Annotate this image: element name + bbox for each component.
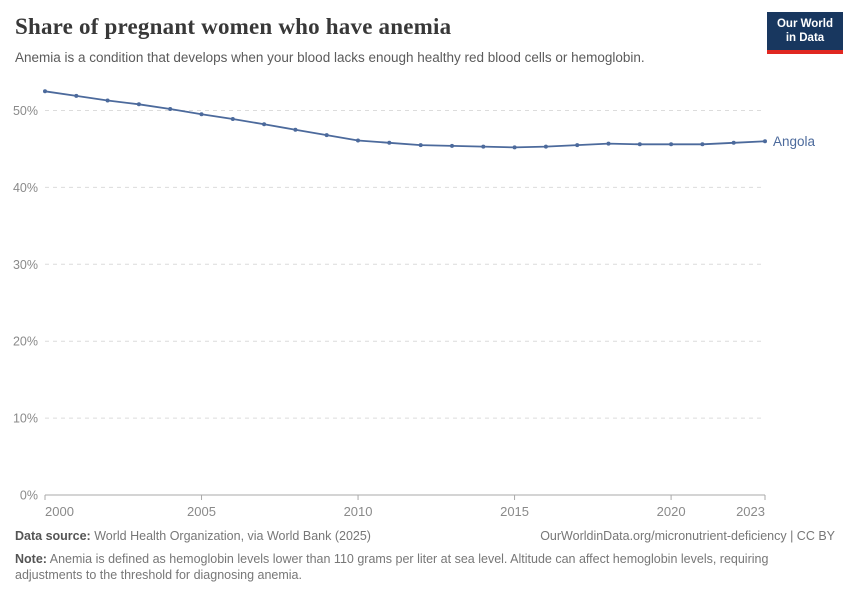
datasource-text: World Health Organization, via World Ban… — [90, 529, 371, 543]
data-point — [74, 93, 79, 98]
datasource-row: Data source: World Health Organization, … — [15, 528, 835, 545]
data-point — [43, 89, 47, 94]
y-tick-label: 20% — [13, 335, 38, 349]
data-point — [543, 144, 548, 149]
data-point — [262, 122, 267, 127]
data-point — [356, 138, 360, 143]
x-tick-label: 2000 — [45, 504, 74, 519]
chart-canvas[interactable]: 0% 10% 20% 30% 40% 50% 2000 2005 2010 2015 2020 202… — [0, 75, 850, 525]
data-point — [418, 143, 423, 148]
data-point — [324, 133, 329, 138]
data-point — [481, 144, 486, 149]
owid-logo-line1: Our World — [776, 18, 833, 30]
data-point — [136, 102, 141, 107]
owid-logo[interactable]: Our World in Data — [767, 12, 843, 54]
datasource: Data source: World Health Organization, … — [15, 528, 371, 545]
y-tick-label: 30% — [13, 258, 38, 272]
chart-subtitle: Anemia is a condition that develops when… — [15, 49, 645, 65]
chart-header: Share of pregnant women who have anemia … — [15, 13, 755, 66]
data-point — [606, 141, 611, 146]
data-point — [199, 112, 204, 117]
y-tick-label: 50% — [13, 104, 38, 118]
note-row: Note: Anemia is defined as hemoglobin le… — [15, 551, 835, 584]
data-point — [700, 142, 705, 147]
chart-footer: Data source: World Health Organization, … — [15, 528, 835, 584]
owid-logo-line2: in Data — [785, 32, 825, 45]
owid-link[interactable]: OurWorldinData.org/micronutrient-deficie… — [540, 529, 835, 543]
x-tick-label: 2020 — [657, 504, 686, 519]
data-point — [387, 140, 392, 145]
data-point — [575, 143, 580, 148]
page-title: Share of pregnant women who have anemia — [15, 14, 452, 39]
x-tick-label: 2023 — [736, 504, 765, 519]
y-tick-label: 40% — [13, 181, 38, 195]
datasource-label: Data source: — [15, 529, 91, 543]
line-chart-svg[interactable]: 0% 10% 20% 30% 40% 50% 2000 2005 2010 2015 2020 202… — [0, 75, 850, 525]
entity-label-angola[interactable]: Angola — [773, 134, 816, 149]
data-point — [512, 145, 517, 150]
data-point — [763, 139, 767, 144]
x-tick-label: 2005 — [187, 504, 216, 519]
series-line-angola — [44, 90, 766, 149]
data-point — [669, 142, 674, 147]
data-point — [731, 140, 736, 145]
x-tick-label: 2010 — [344, 504, 373, 519]
data-point — [230, 117, 235, 121]
y-tick-label: 0% — [20, 489, 38, 503]
data-point — [168, 107, 173, 111]
note-text: Anemia is defined as hemoglobin levels l… — [15, 551, 769, 583]
x-tick-label: 2015 — [500, 504, 529, 519]
data-point — [637, 142, 642, 147]
data-point — [450, 143, 454, 148]
data-point — [105, 98, 110, 103]
data-point — [293, 127, 298, 132]
note-label: Note: — [15, 551, 47, 566]
y-tick-label: 10% — [13, 412, 38, 426]
